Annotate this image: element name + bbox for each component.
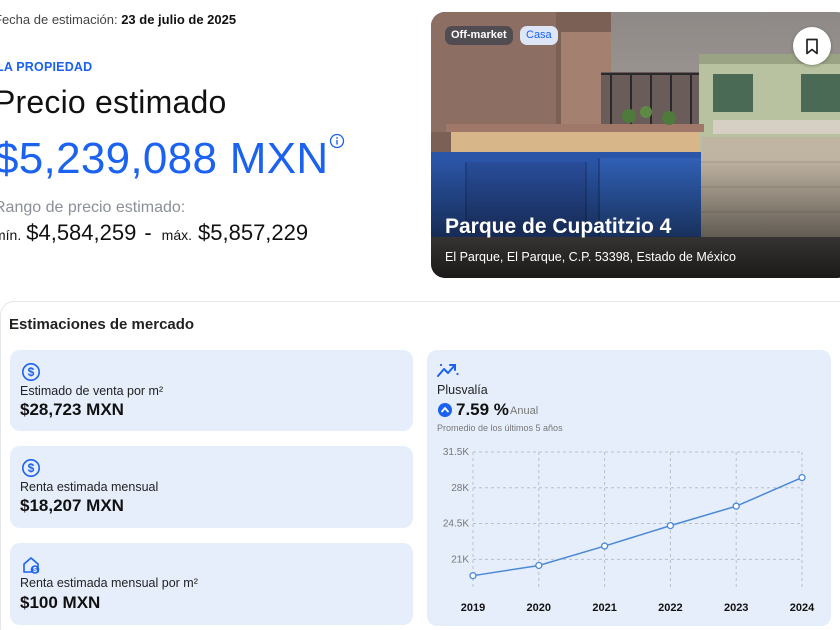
estimate-date-label: Fecha de estimación: — [0, 12, 118, 27]
data-point — [600, 542, 609, 550]
plusvalia-label: Plusvalía — [437, 383, 488, 397]
bookmark-button[interactable] — [793, 27, 831, 65]
data-point — [798, 473, 806, 482]
data-point — [666, 521, 675, 530]
data-point — [732, 502, 740, 510]
badge-property-type: Casa — [520, 26, 558, 45]
x-tick-label: 2024 — [790, 602, 815, 614]
plusvalia-value: 7.59 % — [456, 400, 509, 419]
x-tick-label: 2020 — [527, 602, 551, 614]
plusvalia-chart: 21K 24.5K 28K 31.5K 2019 2020 2021 2022 2023 2024 — [443, 447, 815, 614]
x-tick-label: 2022 — [658, 602, 682, 614]
svg-text:$: $ — [28, 365, 35, 379]
series-line — [472, 476, 803, 577]
x-tick-label: 2021 — [592, 602, 616, 614]
stat-value: $18,207 MXN — [20, 496, 124, 515]
range-separator: - — [144, 220, 152, 245]
svg-text:$: $ — [33, 567, 37, 574]
stat-monthly-rent: $ Renta estimada mensual $18,207 MXN — [10, 446, 413, 528]
data-point — [535, 561, 543, 570]
stat-value: $28,723 MXN — [20, 400, 124, 419]
property-title: Parque de Cupatitzio 4 — [445, 215, 672, 238]
property-address: El Parque, El Parque, C.P. 53398, Estado… — [445, 250, 736, 264]
x-tick-label: 2019 — [461, 602, 485, 614]
property-photo-card[interactable]: Off-market Casa Parque de Cupatitzio 4 E… — [431, 12, 840, 278]
plusvalia-note: Promedio de los últimos 5 años — [437, 423, 563, 433]
svg-text:$: $ — [28, 461, 35, 475]
y-tick-label: 24.5K — [443, 519, 469, 530]
plusvalia-period: Anual — [510, 405, 539, 417]
arrow-up-icon — [438, 403, 452, 417]
stat-label: Renta estimada mensual por m² — [20, 576, 198, 590]
price-heading: Precio estimado — [0, 84, 227, 120]
section-kicker: LA PROPIEDAD — [0, 60, 93, 74]
market-estimates-title: Estimaciones de mercado — [9, 316, 195, 333]
house-dollar-icon: $ — [23, 557, 40, 574]
range-max-value: $5,857,229 — [198, 220, 309, 245]
stat-label: Estimado de venta por m² — [20, 384, 164, 398]
property-photo — [431, 12, 840, 278]
stat-sale-per-m2: $ Estimado de venta por m² $28,723 MXN — [10, 350, 413, 431]
plusvalia-card: Plusvalía 7.59 % Anual Promedio de los ú… — [427, 350, 831, 626]
y-tick-label: 21K — [451, 554, 469, 565]
estimated-price: $5,239,088 MXN — [0, 134, 329, 183]
stat-monthly-rent-per-m2: $ Renta estimada mensual por m² $100 MXN — [10, 543, 413, 625]
info-icon[interactable] — [329, 133, 345, 149]
estimate-date-value: 23 de julio de 2025 — [121, 12, 237, 27]
dollar-circle-icon: $ — [22, 363, 40, 381]
x-tick-label: 2023 — [724, 602, 748, 614]
range-max-label: máx. — [161, 227, 193, 243]
trend-up-icon — [437, 363, 459, 377]
price-range-label: Rango de precio estimado: — [0, 199, 186, 216]
estimate-date: Fecha de estimación: 23 de julio de 2025 — [0, 12, 236, 27]
dollar-circle-icon: $ — [22, 459, 40, 477]
data-point — [469, 572, 477, 580]
stat-label: Renta estimada mensual — [20, 480, 159, 494]
range-min-value: $4,584,259 — [26, 220, 137, 245]
price-range: mín. $4,584,259 - máx. $5,857,229 — [0, 220, 308, 246]
range-min-label: mín. — [0, 227, 22, 243]
y-tick-label: 28K — [451, 483, 469, 494]
y-tick-label: 31.5K — [443, 447, 469, 458]
stat-value: $100 MXN — [20, 593, 101, 612]
badge-offmarket: Off-market — [445, 26, 513, 45]
bookmark-icon — [806, 38, 818, 54]
